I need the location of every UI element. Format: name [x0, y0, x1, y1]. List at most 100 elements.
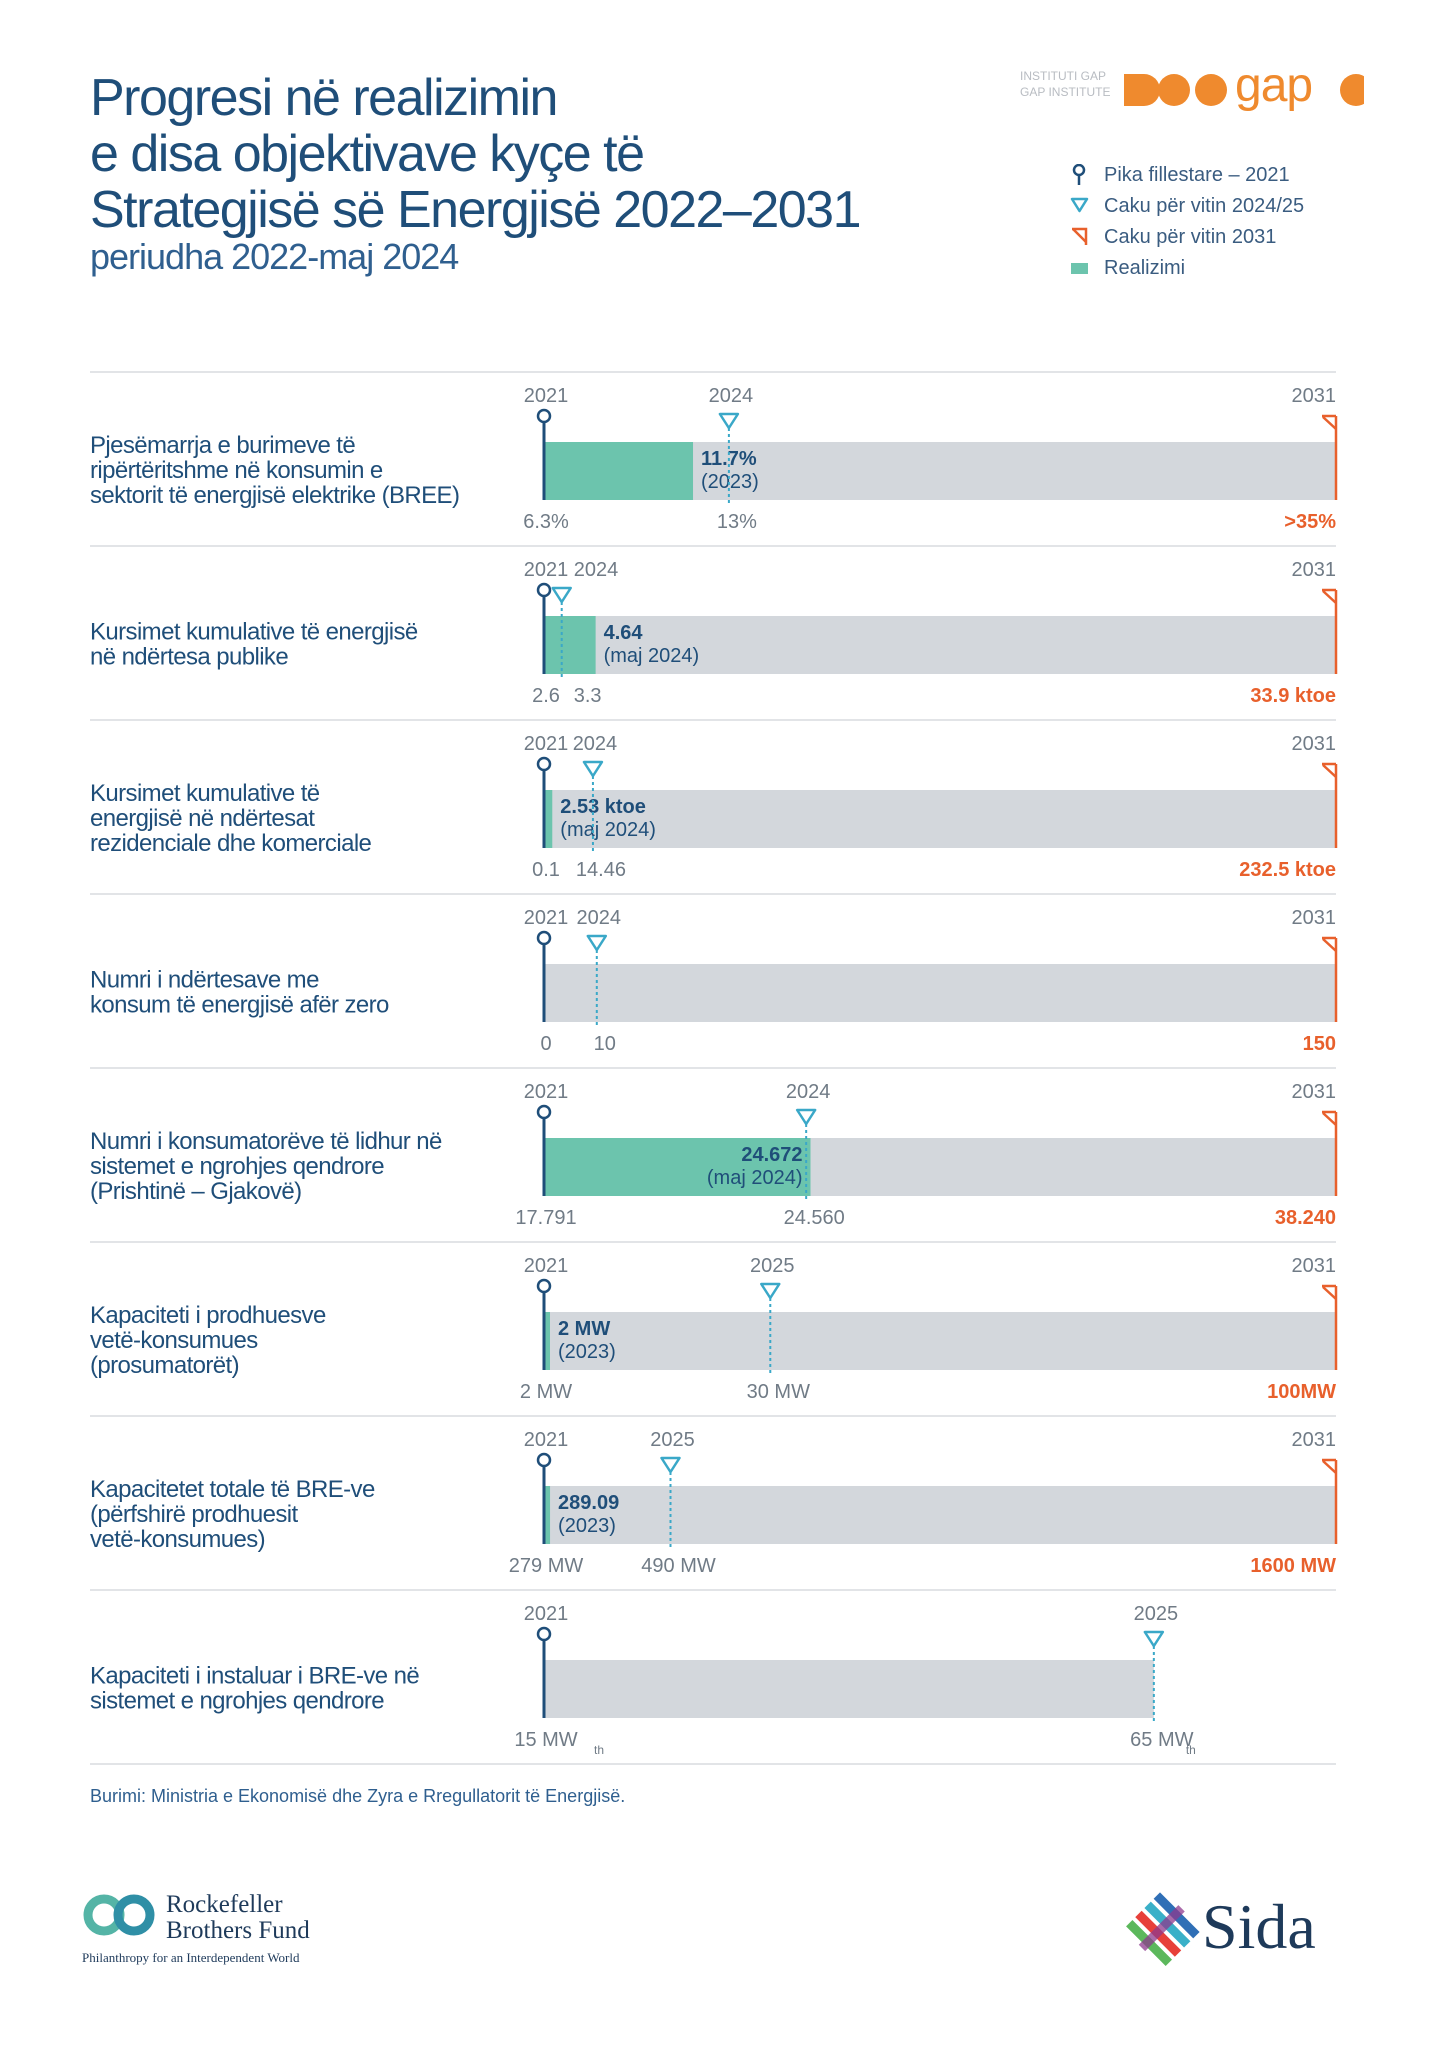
mid-target-marker: [551, 586, 572, 604]
row-label: Kapaciteti i instaluar i BRE-ve në: [90, 1663, 419, 1690]
legend-label: Caku për vitin 2024/25: [1104, 195, 1305, 217]
mid-target-value-label: 10: [594, 1033, 616, 1055]
row-label: konsum të energjisë afër zero: [90, 992, 389, 1019]
track-bar: [544, 616, 1336, 674]
sida-word: Sida: [1202, 1891, 1316, 1962]
brand-word: gap: [1235, 59, 1313, 112]
baseline-value-label: 2 MW: [520, 1381, 572, 1403]
mid-target-year-label: 2024: [709, 385, 754, 407]
row-label: Kursimet kumulative të: [90, 780, 320, 807]
baseline-pin: [536, 1452, 552, 1468]
row-label: sistemet e ngrohjes qendrore: [90, 1688, 384, 1715]
title-line-2: e disa objektivave kyçe të: [90, 125, 645, 183]
mid-target-marker: [795, 1108, 817, 1126]
row-label: në ndërtesa publike: [90, 644, 288, 671]
rbf-name: Rockefeller Brothers Fund: [166, 1892, 310, 1944]
rbf-tagline: Philanthropy for an Interdependent World: [82, 1950, 300, 1965]
final-target-flag: [1322, 1284, 1337, 1300]
rbf-name-line-2: Brothers Fund: [166, 1917, 310, 1944]
mid-target-year-label: 2024: [786, 1081, 831, 1103]
row-label: ripërtëritshme në konsumin e: [90, 457, 383, 484]
row-label: sektorit të energjisë elektrike (BREE): [90, 482, 459, 509]
legend-label: Realizimi: [1104, 257, 1186, 279]
row-label: Numri i ndërtesave me: [90, 967, 319, 994]
baseline-year-label: 2021: [524, 1603, 569, 1625]
achieved-value-label: 2 MW: [558, 1318, 610, 1340]
baseline-year-label: 2021: [524, 907, 569, 929]
final-target-value-label: 1600 MW: [1250, 1555, 1336, 1577]
row-label: Kursimet kumulative të energjisë: [90, 619, 418, 646]
track-bar: [544, 1660, 1154, 1718]
row-label: (Prishtinë – Gjakovë): [90, 1178, 302, 1205]
achieved-bar: [544, 616, 596, 674]
mid-target-value-label: 30 MW: [747, 1381, 810, 1403]
mid-target-marker: [660, 1456, 681, 1474]
rockefeller-brothers-fund-logo: Rockefeller Brothers Fund Philanthropy f…: [82, 1892, 382, 1966]
achieved-bar: [544, 790, 553, 848]
mid-target-year-label: 2024: [574, 559, 619, 581]
achieved-bar: [544, 1312, 550, 1370]
baseline-pin: [536, 756, 552, 772]
row-label: vetë-konsumues: [90, 1327, 258, 1354]
row-label: (përfshirë prodhuesit: [90, 1501, 298, 1528]
achieved-value-label: 289.09: [558, 1492, 619, 1514]
page-title: Progresi në realizimin e disa objektivav…: [90, 70, 990, 238]
square-icon: [1071, 263, 1088, 274]
baseline-value-label: 6.3%: [523, 511, 569, 533]
mid-target-unit-sub: th: [1186, 1743, 1196, 1757]
final-target-value-label: 100MW: [1267, 1381, 1336, 1403]
sida-stripes-icon: [1126, 1892, 1200, 1966]
achieved-value-label: 4.64: [604, 622, 644, 644]
achieved-bar: [544, 1138, 811, 1196]
achieved-date-label: (maj 2024): [604, 645, 700, 667]
row-label: Kapaciteti i prodhuesve: [90, 1302, 326, 1329]
final-target-value-label: 232.5 ktoe: [1239, 859, 1336, 881]
triangle-down-icon: [1070, 197, 1089, 213]
achieved-bar: [544, 1486, 551, 1544]
mid-target-year-label: 2025: [650, 1429, 695, 1451]
baseline-year-label: 2021: [524, 1081, 569, 1103]
final-target-value-label: 38.240: [1275, 1207, 1336, 1229]
achieved-bar: [544, 442, 694, 500]
title-line-1: Progresi në realizimin: [90, 69, 558, 127]
row-label: energjisë në ndërtesat: [90, 805, 315, 832]
final-target-year-label: 2031: [1292, 1255, 1337, 1277]
mid-target-year-label: 2025: [750, 1255, 795, 1277]
gap-dots-icon: [1124, 74, 1379, 106]
baseline-year-label: 2021: [524, 385, 569, 407]
legend-label: Caku për vitin 2031: [1104, 226, 1277, 248]
final-target-year-label: 2031: [1292, 733, 1337, 755]
achieved-date-label: (2023): [701, 471, 759, 493]
gap-institute-logo: INSTITUTI GAP GAP INSTITUTE gap: [1020, 59, 1380, 114]
final-target-flag: [1322, 1110, 1337, 1126]
final-target-year-label: 2031: [1292, 559, 1337, 581]
baseline-pin: [536, 408, 552, 424]
row-label: Numri i konsumatorëve të lidhur në: [90, 1128, 442, 1155]
final-target-value-label: 33.9 ktoe: [1250, 685, 1336, 707]
final-target-year-label: 2031: [1292, 907, 1337, 929]
mid-target-marker: [718, 412, 740, 430]
final-target-year-label: 2031: [1292, 1429, 1337, 1451]
final-target-year-label: 2031: [1292, 385, 1337, 407]
baseline-year-label: 2021: [524, 733, 569, 755]
mid-target-year-label: 2025: [1134, 1603, 1179, 1625]
baseline-year-label: 2021: [524, 1429, 569, 1451]
mid-target-value-label: 24.560: [784, 1207, 845, 1229]
mid-target-value-label: 3.3: [574, 685, 602, 707]
mid-target-value-label: 490 MW: [641, 1555, 716, 1577]
mid-target-value-label: 14.46: [576, 859, 626, 881]
brand-small-text: INSTITUTI GAP GAP INSTITUTE: [1020, 68, 1110, 100]
baseline-value-label: 2.6: [532, 685, 560, 707]
brand-small-line-2: GAP INSTITUTE: [1020, 85, 1111, 99]
baseline-value-label: 279 MW: [509, 1555, 584, 1577]
mid-target-year-label: 2024: [573, 733, 618, 755]
row-label: Pjesëmarrja e burimeve të: [90, 432, 355, 459]
mid-target-marker: [760, 1282, 781, 1300]
row-label: (prosumatorët): [90, 1352, 239, 1379]
mid-target-year-label: 2024: [577, 907, 622, 929]
baseline-value-label: 17.791: [515, 1207, 576, 1229]
baseline-pin: [536, 1278, 552, 1294]
row-label: Kapacitetet totale të BRE-ve: [90, 1476, 375, 1503]
flag-icon: [1072, 227, 1088, 245]
final-target-flag: [1322, 936, 1337, 952]
